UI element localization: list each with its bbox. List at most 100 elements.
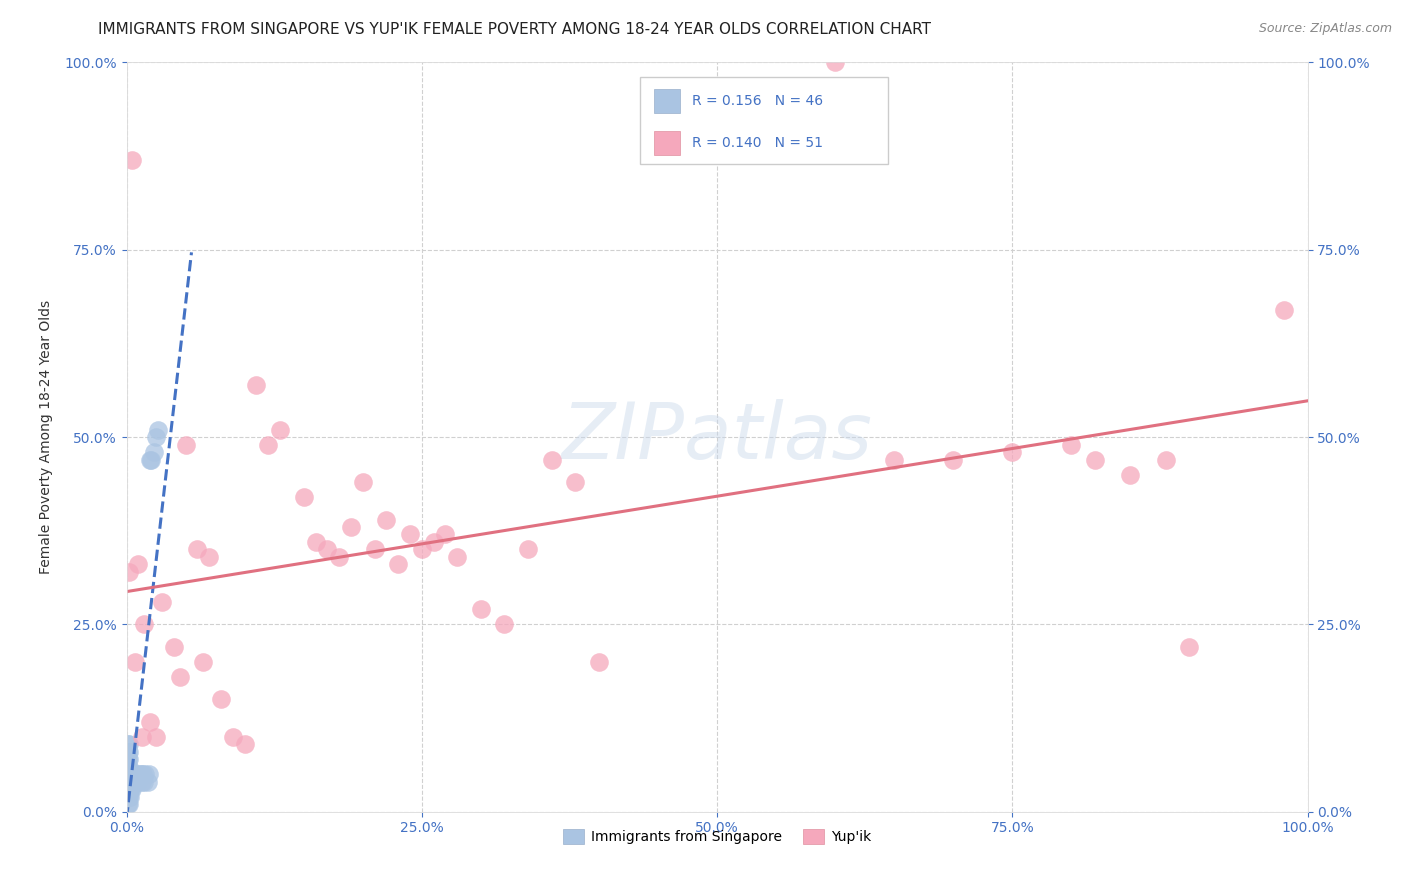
Point [120,774,142,789]
Point [304,535,326,549]
Point [517,542,540,557]
Point [139,452,162,467]
Point [117,752,139,766]
Point [198,549,221,564]
Point [470,602,492,616]
FancyBboxPatch shape [640,78,889,163]
Point [540,452,562,467]
Point [118,774,141,789]
Point [363,542,385,557]
Point [340,520,363,534]
Point [117,797,139,812]
Point [1084,452,1107,467]
Point [193,655,215,669]
Point [269,423,291,437]
Point [446,549,468,564]
Point [131,774,153,789]
Point [122,774,145,789]
Point [169,670,191,684]
Point [120,789,142,804]
Point [121,767,143,781]
Point [129,767,152,781]
Point [134,767,156,781]
Point [118,767,141,781]
Point [292,490,315,504]
Point [564,475,586,489]
Point [128,767,150,781]
Point [120,782,142,797]
Point [434,527,457,541]
Point [132,767,155,781]
Point [117,767,139,781]
FancyBboxPatch shape [654,88,681,112]
Text: R = 0.140   N = 51: R = 0.140 N = 51 [692,136,824,150]
Point [124,655,146,669]
Point [222,730,245,744]
Text: IMMIGRANTS FROM SINGAPORE VS YUP'IK FEMALE POVERTY AMONG 18-24 YEAR OLDS CORRELA: IMMIGRANTS FROM SINGAPORE VS YUP'IK FEMA… [98,22,931,37]
Point [411,542,433,557]
Point [134,774,156,789]
Point [494,617,516,632]
Point [121,782,143,797]
Point [117,774,139,789]
Point [118,760,141,774]
Point [118,789,141,804]
Text: R = 0.156   N = 46: R = 0.156 N = 46 [692,94,824,108]
Point [121,774,143,789]
Point [138,767,160,781]
Point [588,655,610,669]
Point [127,558,149,572]
Point [117,782,139,797]
Point [1154,452,1177,467]
Point [1272,302,1295,317]
Point [233,737,256,751]
FancyBboxPatch shape [654,130,681,154]
Point [824,55,846,70]
Point [127,774,149,789]
Point [118,752,141,766]
Point [245,377,267,392]
Point [399,527,422,541]
Point [145,730,167,744]
Point [163,640,186,654]
Point [121,153,143,167]
Point [125,774,148,789]
Point [1060,437,1083,451]
Point [142,445,165,459]
Point [134,617,156,632]
Point [942,452,965,467]
Point [118,737,141,751]
Point [209,692,232,706]
Point [150,595,173,609]
Point [117,760,139,774]
Point [131,730,153,744]
Point [257,437,280,451]
Point [422,535,444,549]
Point [316,542,339,557]
Text: Source: ZipAtlas.com: Source: ZipAtlas.com [1258,22,1392,36]
Y-axis label: Female Poverty Among 18-24 Year Olds: Female Poverty Among 18-24 Year Olds [39,300,53,574]
Point [120,782,142,797]
Point [387,558,409,572]
Point [139,714,162,729]
Point [118,797,141,812]
Point [148,423,170,437]
Point [174,437,197,451]
Point [127,767,149,781]
Point [118,565,141,579]
Point [1119,467,1142,482]
Point [883,452,905,467]
Point [122,767,145,781]
Legend: Immigrants from Singapore, Yup'ik: Immigrants from Singapore, Yup'ik [558,824,876,850]
Point [117,745,139,759]
Point [186,542,208,557]
Point [145,430,167,444]
Point [118,745,141,759]
Point [352,475,374,489]
Point [1001,445,1024,459]
Point [328,549,350,564]
Point [120,767,142,781]
Point [375,512,398,526]
Point [118,782,141,797]
Point [141,452,163,467]
